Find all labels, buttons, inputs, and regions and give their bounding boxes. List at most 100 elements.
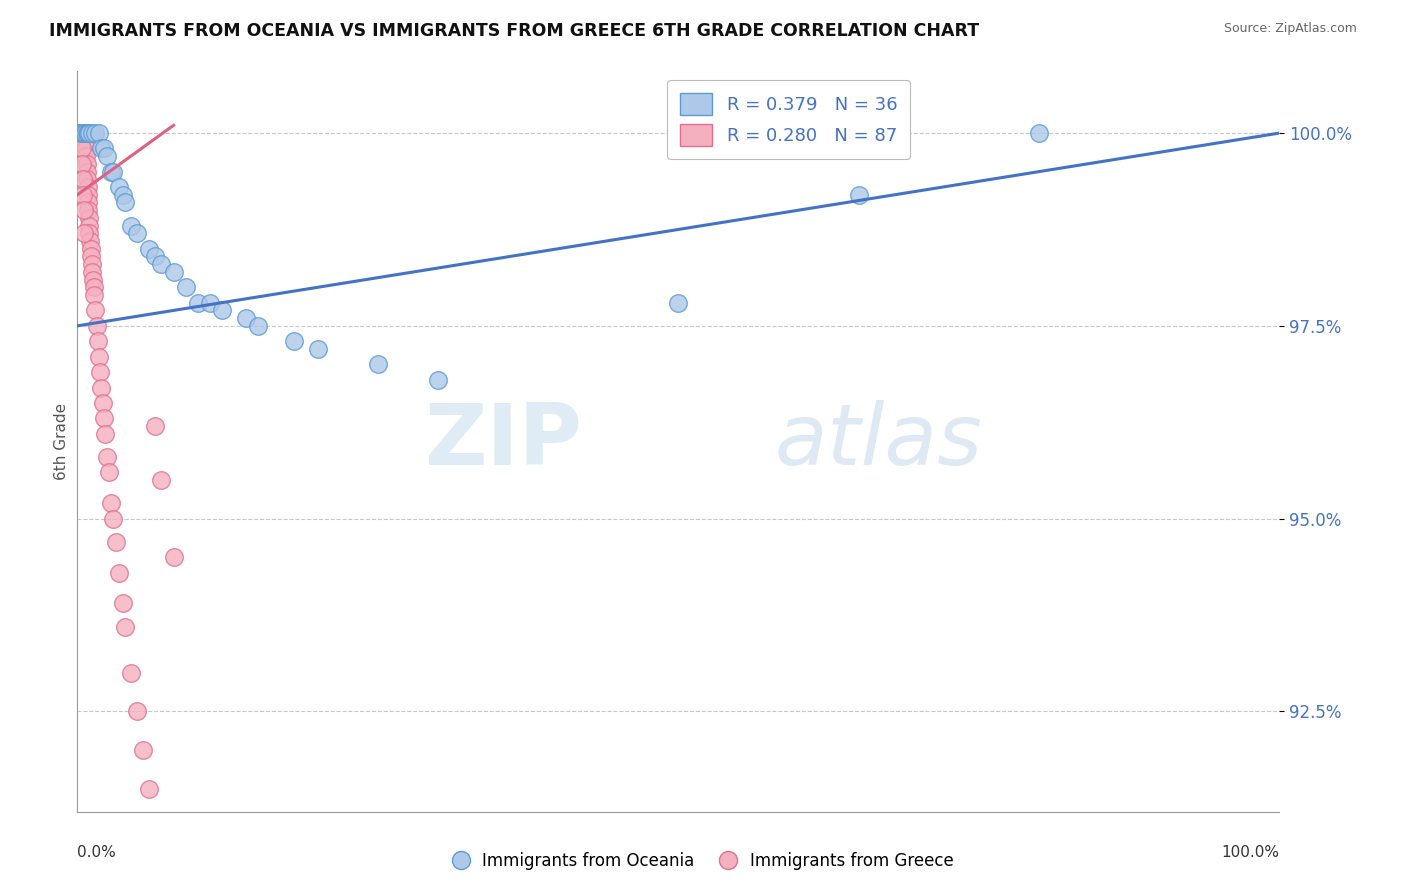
Point — [83, 280, 105, 294]
Point — [69, 126, 91, 140]
Point — [70, 126, 93, 140]
Point — [72, 126, 94, 140]
Point — [73, 126, 96, 140]
Point — [72, 157, 94, 171]
Point — [72, 126, 94, 140]
Point — [668, 295, 690, 310]
Point — [1028, 126, 1050, 140]
Point — [127, 705, 149, 719]
Point — [67, 126, 90, 140]
Text: ZIP: ZIP — [425, 400, 582, 483]
Point — [111, 597, 134, 611]
Point — [80, 249, 103, 263]
Point — [70, 126, 93, 140]
Point — [145, 419, 167, 434]
Point — [73, 126, 96, 140]
Point — [72, 172, 94, 186]
Legend: Immigrants from Oceania, Immigrants from Greece: Immigrants from Oceania, Immigrants from… — [446, 846, 960, 877]
Text: 0.0%: 0.0% — [77, 845, 117, 860]
Text: IMMIGRANTS FROM OCEANIA VS IMMIGRANTS FROM GREECE 6TH GRADE CORRELATION CHART: IMMIGRANTS FROM OCEANIA VS IMMIGRANTS FR… — [49, 22, 980, 40]
Point — [67, 126, 90, 140]
Point — [80, 126, 103, 140]
Point — [114, 620, 136, 634]
Point — [77, 187, 100, 202]
Point — [69, 126, 91, 140]
Point — [82, 272, 104, 286]
Point — [150, 473, 173, 487]
Point — [79, 234, 101, 248]
Point — [848, 187, 870, 202]
Point — [96, 149, 118, 163]
Point — [69, 126, 91, 140]
Y-axis label: 6th Grade: 6th Grade — [53, 403, 69, 480]
Point — [427, 373, 450, 387]
Point — [94, 426, 117, 441]
Point — [100, 164, 122, 178]
Legend: R = 0.379   N = 36, R = 0.280   N = 87: R = 0.379 N = 36, R = 0.280 N = 87 — [666, 80, 910, 159]
Point — [77, 195, 100, 210]
Point — [145, 249, 167, 263]
Point — [76, 180, 98, 194]
Point — [86, 318, 108, 333]
Point — [70, 126, 93, 140]
Text: Source: ZipAtlas.com: Source: ZipAtlas.com — [1223, 22, 1357, 36]
Point — [67, 126, 90, 140]
Point — [69, 126, 91, 140]
Point — [79, 126, 101, 140]
Point — [75, 126, 97, 140]
Point — [84, 303, 107, 318]
Point — [79, 242, 101, 256]
Point — [83, 288, 105, 302]
Point — [69, 126, 91, 140]
Point — [138, 781, 160, 796]
Point — [73, 126, 96, 140]
Point — [89, 365, 111, 379]
Point — [69, 126, 91, 140]
Point — [174, 280, 197, 294]
Point — [132, 743, 155, 757]
Point — [72, 187, 94, 202]
Point — [72, 126, 94, 140]
Point — [67, 126, 90, 140]
Point — [96, 450, 118, 464]
Point — [75, 141, 97, 155]
Point — [82, 265, 104, 279]
Point — [80, 257, 103, 271]
Point — [162, 265, 184, 279]
Point — [283, 334, 305, 349]
Point — [111, 187, 134, 202]
Point — [70, 126, 93, 140]
Point — [103, 164, 125, 178]
Point — [77, 203, 100, 218]
Point — [67, 126, 90, 140]
Point — [73, 126, 96, 140]
Point — [108, 180, 131, 194]
Point — [87, 350, 110, 364]
Point — [77, 219, 100, 233]
Point — [367, 358, 389, 372]
Point — [87, 126, 110, 140]
Point — [76, 126, 98, 140]
Point — [235, 311, 257, 326]
Point — [186, 295, 209, 310]
Point — [77, 126, 100, 140]
Point — [76, 157, 98, 171]
Point — [211, 303, 233, 318]
Point — [77, 211, 100, 225]
Point — [75, 149, 97, 163]
Point — [67, 126, 90, 140]
Point — [72, 126, 94, 140]
Text: 100.0%: 100.0% — [1222, 845, 1279, 860]
Text: atlas: atlas — [775, 400, 983, 483]
Point — [70, 126, 93, 140]
Point — [69, 126, 91, 140]
Point — [87, 334, 110, 349]
Point — [138, 242, 160, 256]
Point — [66, 126, 89, 140]
Point — [307, 342, 329, 356]
Point — [246, 318, 269, 333]
Point — [70, 126, 93, 140]
Point — [72, 126, 94, 140]
Point — [90, 380, 112, 394]
Point — [70, 126, 93, 140]
